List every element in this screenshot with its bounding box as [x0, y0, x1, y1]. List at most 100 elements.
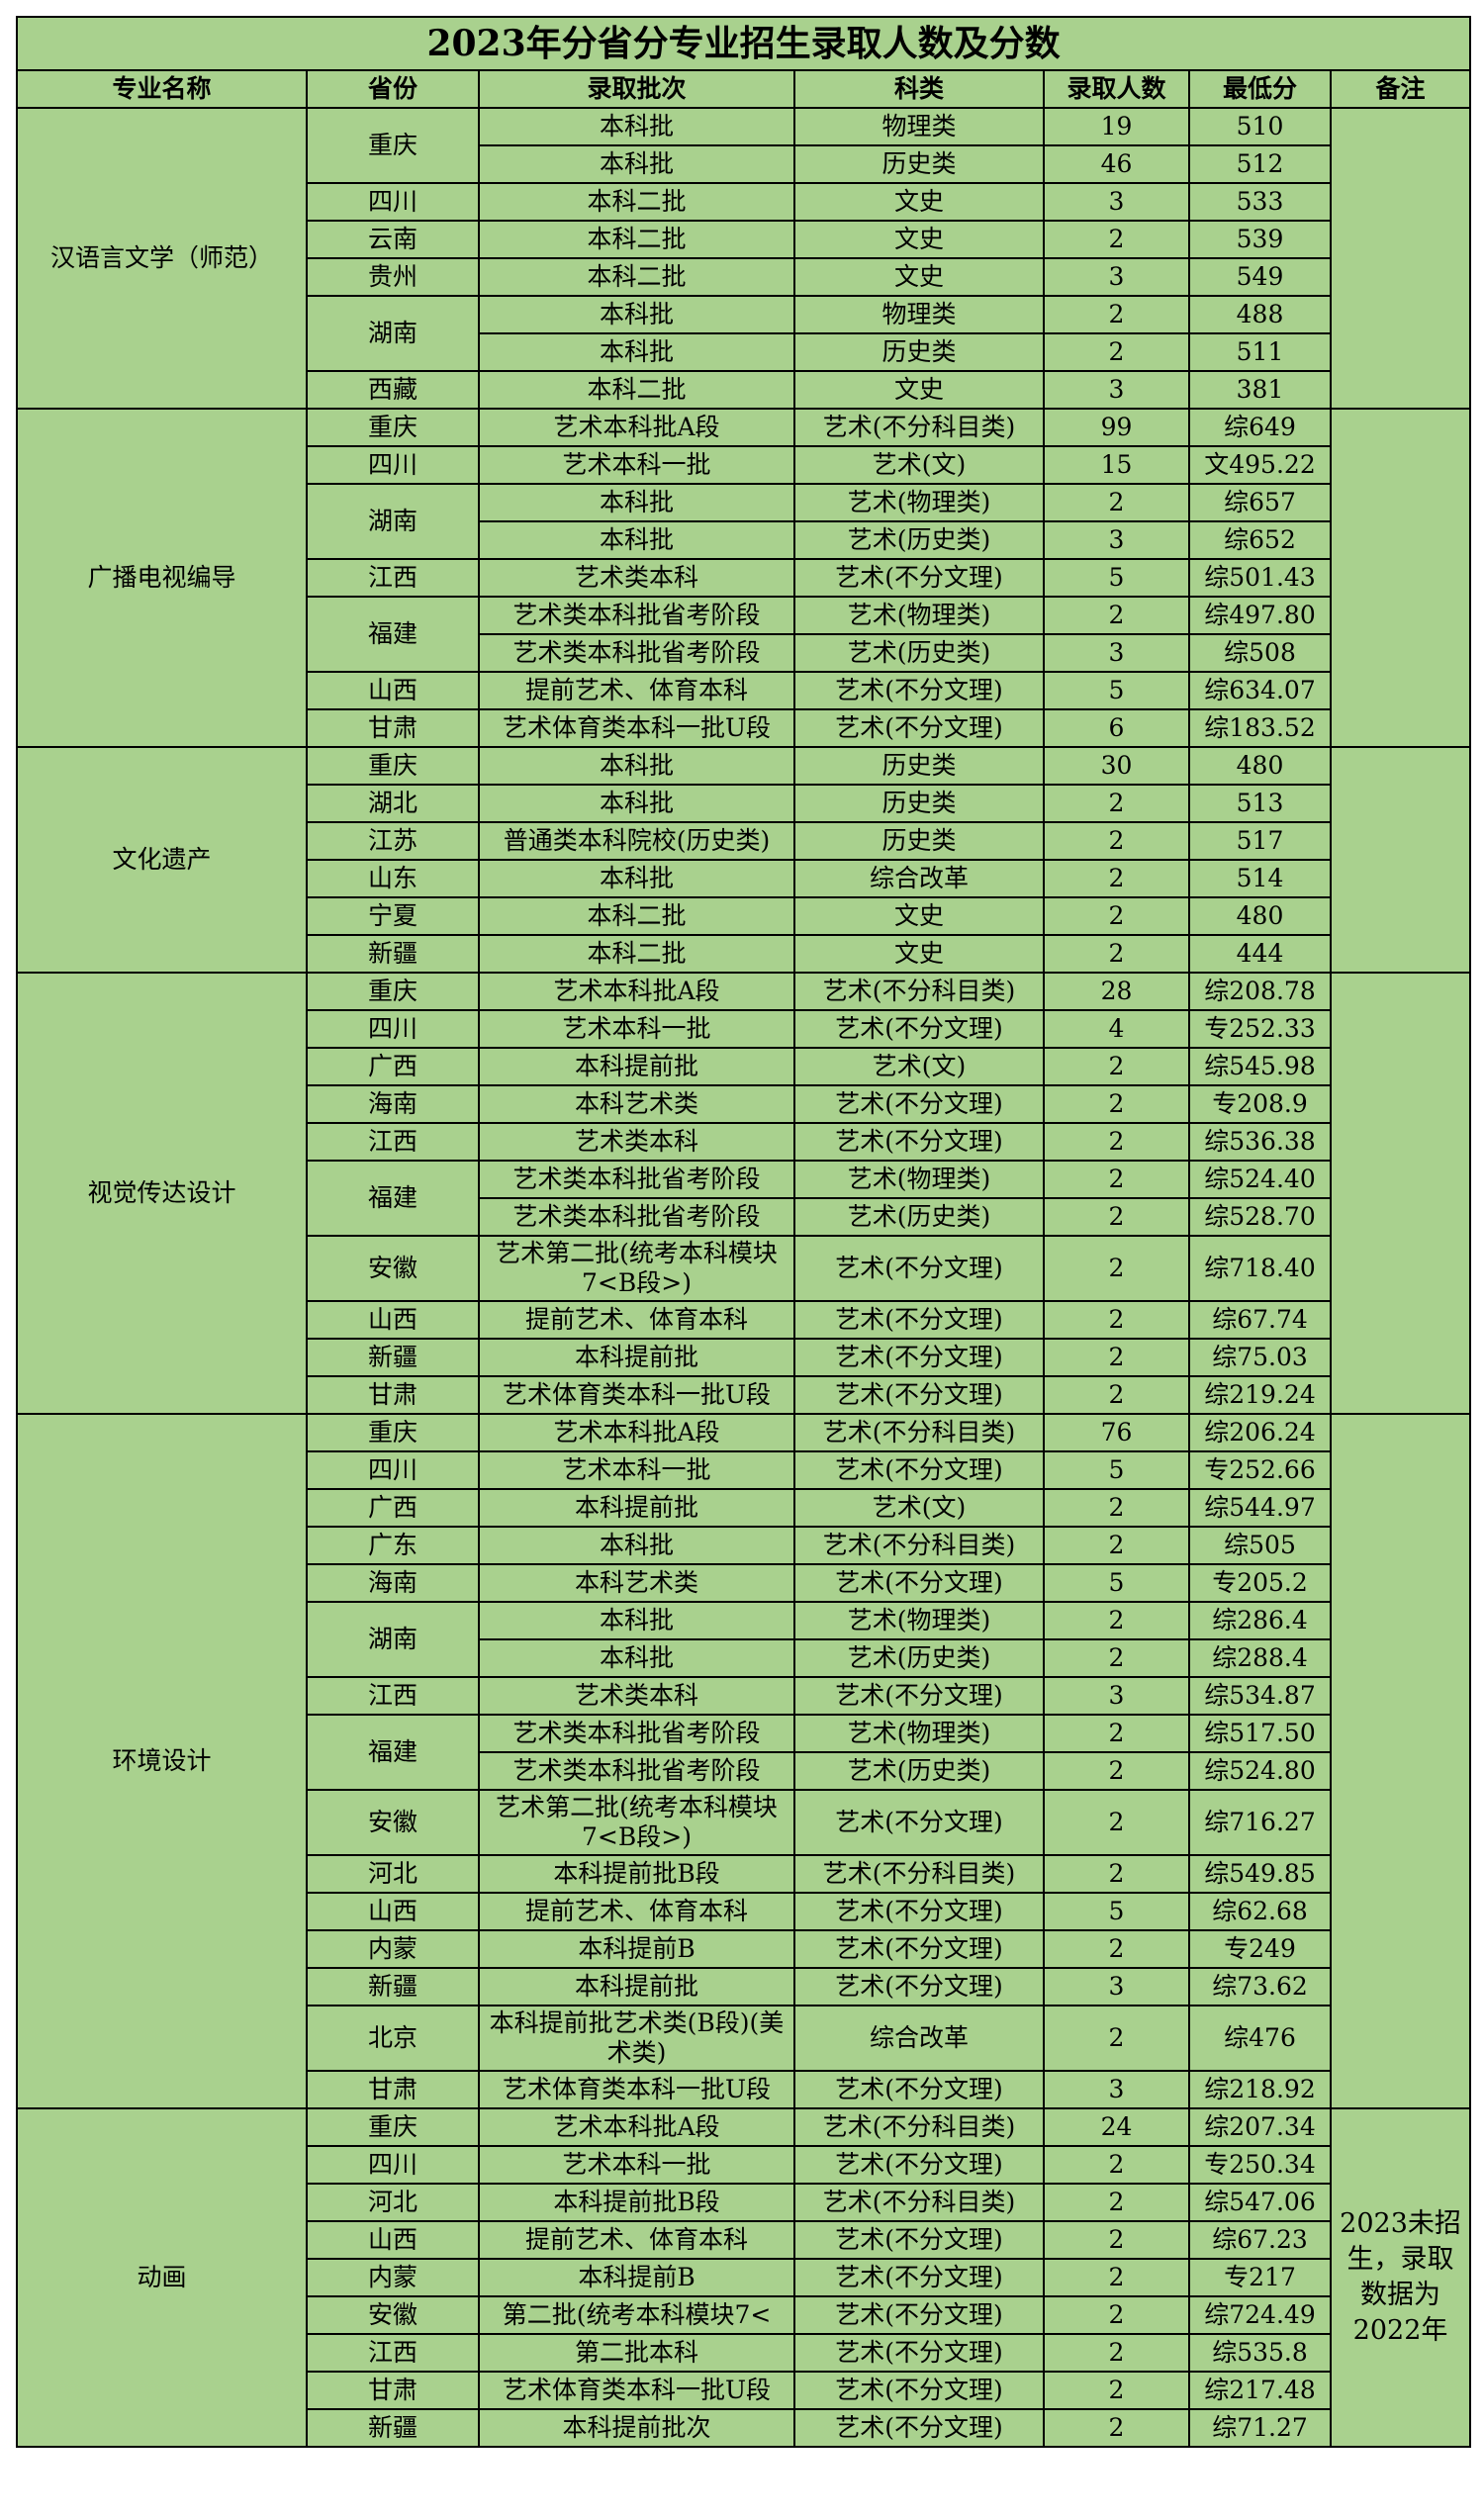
score-cell: 专252.33	[1188, 1009, 1332, 1049]
batch-cell: 艺术本科一批	[478, 1009, 795, 1049]
batch-cell: 本科二批	[478, 934, 795, 974]
data-row: 艺术类本科批省考阶段 艺术(历史类) 2 综528.70	[17, 1197, 1470, 1237]
data-row: 山西 提前艺术、体育本科 艺术(不分文理) 5 综62.68	[17, 1892, 1470, 1931]
province-cell: 内蒙	[306, 1929, 480, 1969]
admission-table: 2023年分省分专业招生录取人数及分数 专业名称 省份 录取批次 科类 录取人数 最低分 备注…	[15, 16, 1472, 2448]
count-cell: 2	[1043, 1526, 1190, 1565]
data-row: 新疆 本科提前批次 艺术(不分文理) 2 综71.27	[17, 2408, 1470, 2448]
province-cell: 重庆	[306, 1413, 480, 1452]
score-cell: 综218.92	[1188, 2070, 1332, 2109]
batch-cell: 本科提前批B段	[478, 1854, 795, 1894]
subject-cell: 艺术(不分文理)	[793, 1676, 1045, 1716]
score-cell: 综724.49	[1188, 2295, 1332, 2335]
province-cell: 广西	[306, 1047, 480, 1086]
score-cell: 514	[1188, 859, 1332, 898]
batch-cell: 艺术本科批A段	[478, 408, 795, 447]
province-cell: 重庆	[306, 408, 480, 447]
subject-cell: 艺术(不分文理)	[793, 1300, 1045, 1340]
subject-cell: 文史	[793, 934, 1045, 974]
data-row: 安徽 艺术第二批(统考本科模块7<B段>) 艺术(不分文理) 2 综718.40	[17, 1235, 1470, 1302]
count-cell: 99	[1043, 408, 1190, 447]
subject-cell: 艺术(不分文理)	[793, 1084, 1045, 1124]
province-cell: 湖南	[306, 483, 480, 560]
province-cell: 安徽	[306, 1235, 480, 1302]
province-cell: 海南	[306, 1563, 480, 1603]
province-cell: 江西	[306, 558, 480, 598]
data-row: 福建 艺术类本科批省考阶段 艺术(物理类) 2 综497.80	[17, 596, 1470, 673]
score-cell: 综524.40	[1188, 1160, 1332, 1199]
province-cell: 广东	[306, 1526, 480, 1565]
batch-cell: 本科二批	[478, 182, 795, 222]
count-cell: 5	[1043, 671, 1190, 710]
batch-cell: 艺术类本科	[478, 1122, 795, 1162]
batch-cell: 艺术类本科批省考阶段	[478, 1160, 795, 1199]
subject-cell: 文史	[793, 257, 1045, 297]
batch-cell: 本科提前批	[478, 1338, 795, 1377]
header-cell: 备注	[1329, 69, 1472, 109]
batch-cell: 本科二批	[478, 896, 795, 936]
batch-cell: 本科二批	[478, 370, 795, 410]
score-cell: 综73.62	[1188, 1967, 1332, 2006]
province-cell: 湖南	[306, 295, 480, 372]
note-cell: 2023未招生，录取数据为2022年	[1329, 2107, 1472, 2448]
subject-cell: 历史类	[793, 746, 1045, 786]
score-cell: 综547.06	[1188, 2183, 1332, 2222]
data-row: 贵州 本科二批 文史 3 549	[17, 257, 1470, 297]
count-cell: 2	[1043, 821, 1190, 861]
province-cell: 海南	[306, 1084, 480, 1124]
score-cell: 综208.78	[1188, 972, 1332, 1011]
subject-cell: 艺术(不分文理)	[793, 1338, 1045, 1377]
score-cell: 综183.52	[1188, 708, 1332, 748]
subject-cell: 艺术(不分科目类)	[793, 972, 1045, 1011]
count-cell: 76	[1043, 1413, 1190, 1452]
province-cell: 山西	[306, 2220, 480, 2260]
count-cell: 3	[1043, 1676, 1190, 1716]
count-cell: 6	[1043, 708, 1190, 748]
score-cell: 381	[1188, 370, 1332, 410]
score-cell: 综206.24	[1188, 1413, 1332, 1452]
score-cell: 549	[1188, 257, 1332, 297]
batch-cell: 提前艺术、体育本科	[478, 2220, 795, 2260]
batch-cell: 本科提前批	[478, 1967, 795, 2006]
data-row: 四川 艺术本科一批 艺术(文) 15 文495.22	[17, 445, 1470, 485]
count-cell: 3	[1043, 257, 1190, 297]
data-row: 山西 提前艺术、体育本科 艺术(不分文理) 2 综67.23	[17, 2220, 1470, 2260]
count-cell: 2	[1043, 2371, 1190, 2410]
batch-cell: 本科提前B	[478, 2258, 795, 2297]
data-row: 广东 本科批 艺术(不分科目类) 2 综505	[17, 1526, 1470, 1565]
subject-cell: 文史	[793, 896, 1045, 936]
province-cell: 河北	[306, 1854, 480, 1894]
batch-cell: 艺术类本科批省考阶段	[478, 633, 795, 673]
data-row: 新疆 本科提前批 艺术(不分文理) 3 综73.62	[17, 1967, 1470, 2006]
batch-cell: 艺术第二批(统考本科模块7<B段>)	[478, 1789, 795, 1856]
subject-cell: 艺术(历史类)	[793, 1197, 1045, 1237]
count-cell: 2	[1043, 896, 1190, 936]
batch-cell: 本科艺术类	[478, 1563, 795, 1603]
batch-cell: 本科批	[478, 107, 795, 146]
subject-cell: 艺术(文)	[793, 445, 1045, 485]
data-row: 宁夏 本科二批 文史 2 480	[17, 896, 1470, 936]
count-cell: 2	[1043, 332, 1190, 372]
batch-cell: 本科批	[478, 859, 795, 898]
data-row: 动画 重庆 艺术本科批A段 艺术(不分科目类) 24 综207.34 2023未招生，录取数…	[16, 2107, 1472, 2448]
batch-cell: 本科批	[478, 1601, 795, 1640]
batch-cell: 艺术本科一批	[478, 2145, 795, 2185]
score-cell: 专249	[1188, 1929, 1332, 1969]
count-cell: 19	[1043, 107, 1190, 146]
province-cell: 河北	[306, 2183, 480, 2222]
data-row: 本科批 艺术(历史类) 3 综652	[17, 520, 1470, 560]
count-cell: 2	[1043, 1300, 1190, 1340]
score-cell: 512	[1188, 144, 1332, 184]
subject-cell: 艺术(不分文理)	[793, 1375, 1045, 1415]
data-row: 环境设计 重庆 艺术本科批A段 艺术(不分科目类) 76 综206.24	[16, 1413, 1472, 2109]
data-row: 广西 本科提前批 艺术(文) 2 综545.98	[17, 1047, 1470, 1086]
score-cell: 513	[1188, 784, 1332, 823]
count-cell: 2	[1043, 934, 1190, 974]
count-cell: 3	[1043, 370, 1190, 410]
batch-cell: 本科提前批艺术类(B段)(美术类)	[478, 2005, 795, 2072]
score-cell: 533	[1188, 182, 1332, 222]
score-cell: 综75.03	[1188, 1338, 1332, 1377]
score-cell: 综549.85	[1188, 1854, 1332, 1894]
score-cell: 综652	[1188, 520, 1332, 560]
score-cell: 综534.87	[1188, 1676, 1332, 1716]
